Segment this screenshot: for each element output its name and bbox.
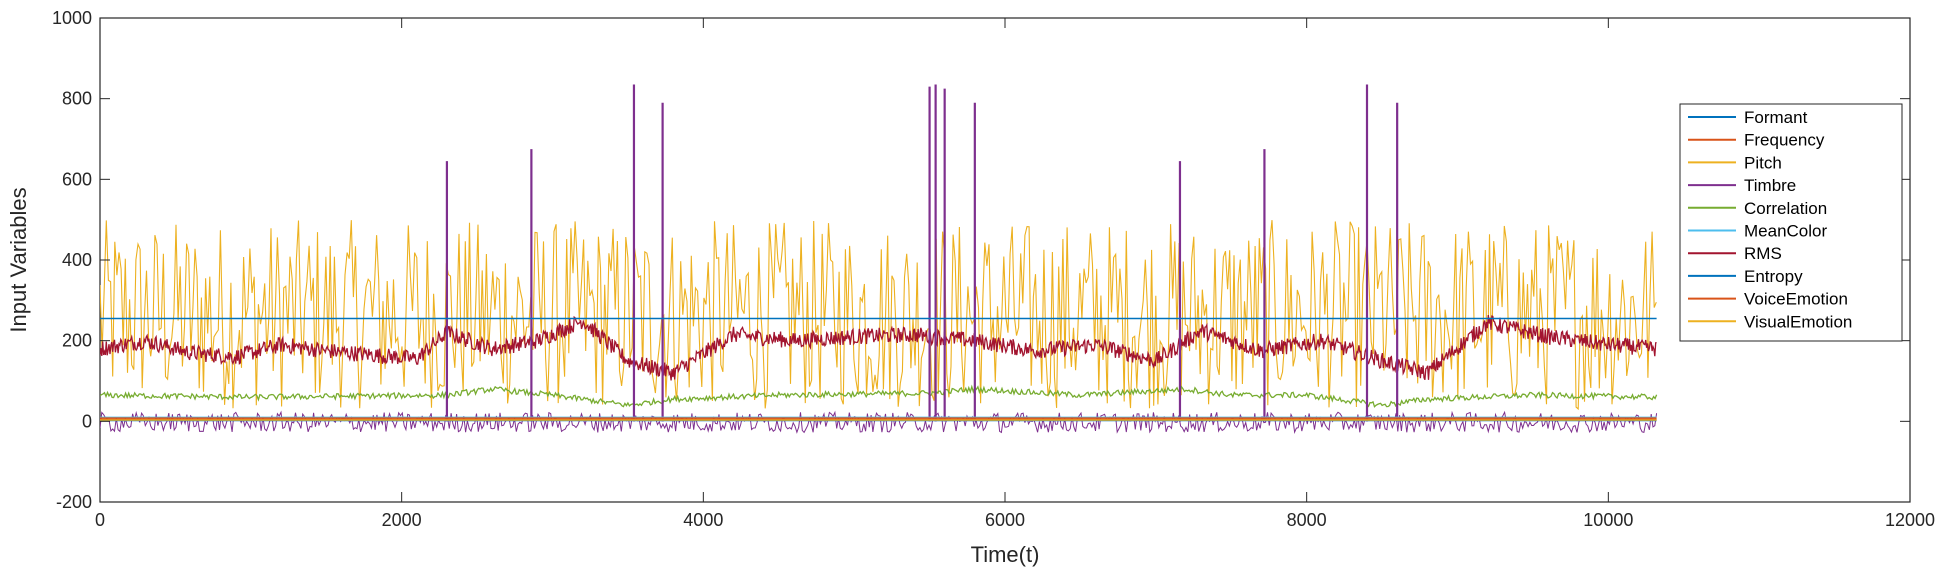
x-tick-label: 8000 <box>1287 510 1327 530</box>
x-tick-label: 4000 <box>683 510 723 530</box>
legend-label: Pitch <box>1744 153 1782 172</box>
legend-label: Timbre <box>1744 176 1796 195</box>
legend-label: Formant <box>1744 108 1808 127</box>
series-line-timbre <box>100 410 1658 435</box>
legend-label: Frequency <box>1744 131 1825 150</box>
x-tick-label: 0 <box>95 510 105 530</box>
y-axis-title: Input Variables <box>6 187 31 332</box>
x-tick-label: 10000 <box>1583 510 1633 530</box>
legend: Formant Frequency Pitch Timbre Correlation Me… <box>1679 103 1903 342</box>
legend-label: Entropy <box>1744 267 1803 286</box>
y-tick-label: 400 <box>62 250 92 270</box>
legend-label: VisualEmotion <box>1744 312 1852 331</box>
x-tick-label: 2000 <box>382 510 422 530</box>
y-tick-label: 600 <box>62 169 92 189</box>
legend-label: VoiceEmotion <box>1744 290 1848 309</box>
x-tick-label: 12000 <box>1885 510 1935 530</box>
x-axis-title: Time(t) <box>971 542 1040 567</box>
legend-label: Correlation <box>1744 199 1827 218</box>
y-tick-label: 200 <box>62 331 92 351</box>
legend-label: RMS <box>1744 244 1782 263</box>
y-tick-label: 800 <box>62 89 92 109</box>
y-tick-label: 1000 <box>52 8 92 28</box>
x-tick-label: 6000 <box>985 510 1025 530</box>
legend-label: MeanColor <box>1744 222 1827 241</box>
y-tick-label: 0 <box>82 411 92 431</box>
legend-box <box>1679 103 1903 342</box>
series-layer <box>100 84 1658 435</box>
y-tick-label: -200 <box>56 492 92 512</box>
axes-layer: 0 2000 4000 6000 8000 10000 12000-200020040060… <box>52 8 1935 530</box>
